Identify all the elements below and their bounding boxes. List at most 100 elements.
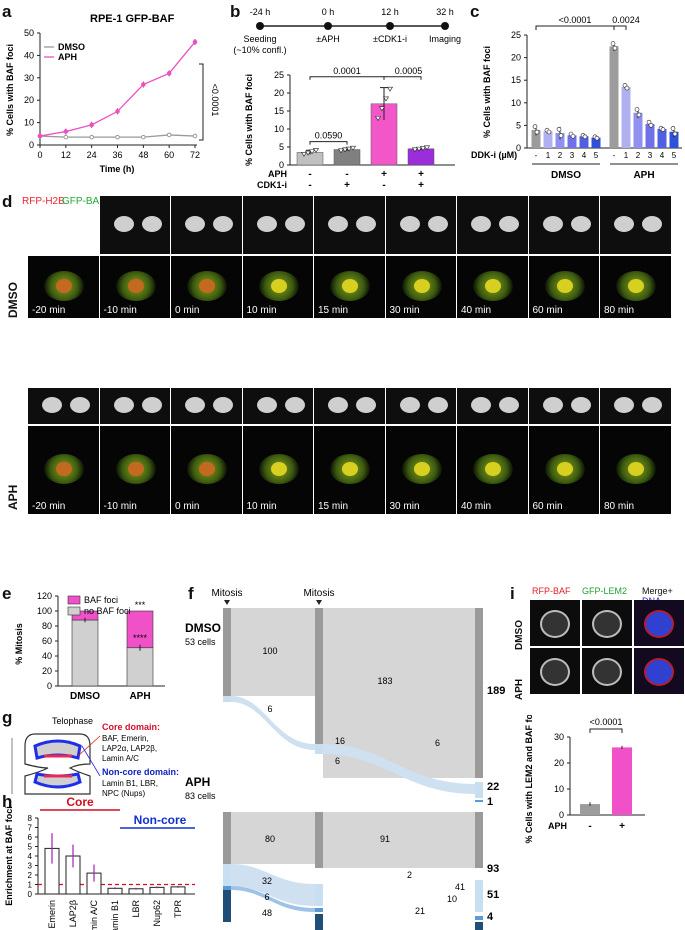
c-xlabel: DDK-i (µM)	[471, 150, 517, 160]
c-datapoint	[532, 124, 538, 129]
a-ylabel: % Cells with BAF foci	[5, 44, 15, 136]
panel-i-image	[582, 648, 632, 694]
f-flow-label: 21	[415, 906, 425, 916]
b-timeline-event: Seeding	[243, 34, 276, 44]
h2b-gray-tile	[171, 388, 242, 424]
e-legend-swatch	[67, 595, 81, 605]
f-flow-label: 48	[262, 908, 272, 918]
f-flow-label: 91	[380, 834, 390, 844]
c-datapoint	[558, 133, 564, 138]
timepoint-label: 60 min	[532, 501, 563, 512]
a-xtick-label: 60	[164, 150, 174, 160]
h-ylabel: Enrichment at BAF foci	[4, 806, 14, 906]
merge-tile-dmso: 80 min	[600, 256, 671, 318]
h2b-gray-tile	[28, 388, 99, 424]
f-flow-label: 6	[335, 756, 340, 766]
row-label-aph: APH	[6, 484, 20, 510]
b-condition-value: -	[345, 169, 348, 180]
e-annotation: ****	[133, 633, 148, 643]
f-mitosis-label: Mitosis	[303, 588, 334, 599]
e-ytick-label: 20	[42, 666, 52, 676]
a-legend-label: APH	[58, 52, 77, 62]
h-xtick-label: Nup62	[152, 900, 162, 927]
merge-tile-dmso: 60 min	[528, 256, 599, 318]
timepoint-label: 0 min	[175, 305, 200, 316]
core-domain-title: Core domain:	[102, 722, 160, 732]
timepoint-label: 10 min	[246, 305, 277, 316]
panel-i-row-aph: APH	[514, 678, 525, 700]
a-xtick-label: 48	[138, 150, 148, 160]
b-condition-value: +	[418, 180, 424, 190]
f-flow-label: 6	[267, 704, 272, 714]
panel-b: -24 h Seeding 0 h ±APH 12 h ±CDK1-i 32 h Imagin…	[233, 7, 461, 190]
h2b-gray-tile	[385, 388, 456, 424]
i-bracket	[589, 728, 623, 733]
b-timeline-time: 32 h	[436, 7, 454, 17]
h2b-gray-tile	[528, 388, 599, 424]
panel-label-g: g	[2, 708, 13, 727]
b-bracket	[309, 76, 385, 80]
b-timeline-time: 12 h	[381, 7, 399, 17]
b-timeline-dot	[386, 22, 394, 30]
c-xtick-label: 5	[594, 151, 599, 160]
c-pvalue: 0.0024	[612, 15, 640, 25]
h-xtick-label: TPR	[173, 899, 183, 918]
a-xtick-label: 36	[112, 150, 122, 160]
timepoint-label: 30 min	[389, 501, 420, 512]
panel-label-d: d	[2, 192, 13, 211]
a-point	[192, 39, 198, 45]
c-ytick-label: 5	[516, 120, 521, 130]
timepoint-label: -10 min	[103, 305, 137, 316]
c-datapoint	[660, 127, 666, 132]
c-bar	[543, 131, 553, 148]
i-ytick-label: 30	[554, 732, 564, 742]
b-condition-value: +	[381, 169, 387, 180]
c-bar	[645, 124, 655, 148]
timepoint-label: -20 min	[32, 305, 66, 316]
h-bar	[149, 886, 165, 895]
c-xtick-label: 1	[624, 151, 629, 160]
panel-label-b: b	[230, 2, 241, 21]
f-flow	[231, 812, 315, 864]
c-bar	[669, 131, 679, 148]
b-condition-value: -	[308, 169, 311, 180]
a-point	[89, 122, 94, 128]
panel-a-line-chart: RPE-1 GFP-BAF 0 10 20 30 40 50 0 12 24 36 48 60 72 Ti…	[5, 13, 220, 174]
h2b-gray-tile	[99, 196, 170, 254]
h2b-gray-tile	[314, 388, 385, 424]
b-ytick-label: 15	[274, 106, 284, 116]
c-xtick-label: 2	[558, 151, 563, 160]
a-point	[89, 134, 94, 140]
h2b-gray-tile	[385, 196, 456, 254]
b-bar	[407, 148, 435, 166]
merge-tile-aph: 60 min	[528, 426, 599, 514]
f-flow-label: 80	[265, 834, 275, 844]
row-label-dmso: DMSO	[6, 282, 20, 318]
h2b-gray-tile	[314, 196, 385, 254]
b-datapoint	[419, 146, 427, 152]
i-ylabel: % Cells with LEM2 and BAF foci	[524, 715, 534, 844]
b-datapoint	[312, 148, 320, 154]
panel-i-image	[530, 600, 580, 646]
a-xlabel: Time (h)	[100, 164, 135, 174]
f-node	[223, 608, 231, 696]
noncore-line-1: Lamin B1, LBR,	[102, 779, 158, 788]
panel-i-image	[634, 600, 684, 646]
b-condition-label: APH	[268, 169, 287, 179]
f-flow-label: 10	[447, 894, 457, 904]
a-point	[115, 109, 120, 114]
merge-tile-aph: 80 min	[600, 426, 671, 514]
panel-i-channel-labels: RFP-BAF GFP-LEM2 Merge+	[532, 586, 673, 596]
h2b-gray-tile	[600, 196, 671, 254]
i-condition-label: APH	[548, 821, 567, 831]
f-node	[315, 908, 323, 912]
h2b-gray-tile	[457, 388, 528, 424]
timepoint-label: 15 min	[318, 305, 349, 316]
f-dmso-cells: 53 cells	[185, 637, 216, 647]
c-bracket	[613, 25, 627, 30]
f-total: 51	[487, 889, 499, 901]
timepoint-label: 0 min	[175, 501, 200, 512]
c-xtick-label: 1	[546, 151, 551, 160]
b-timeline-event: ±APH	[316, 34, 339, 44]
